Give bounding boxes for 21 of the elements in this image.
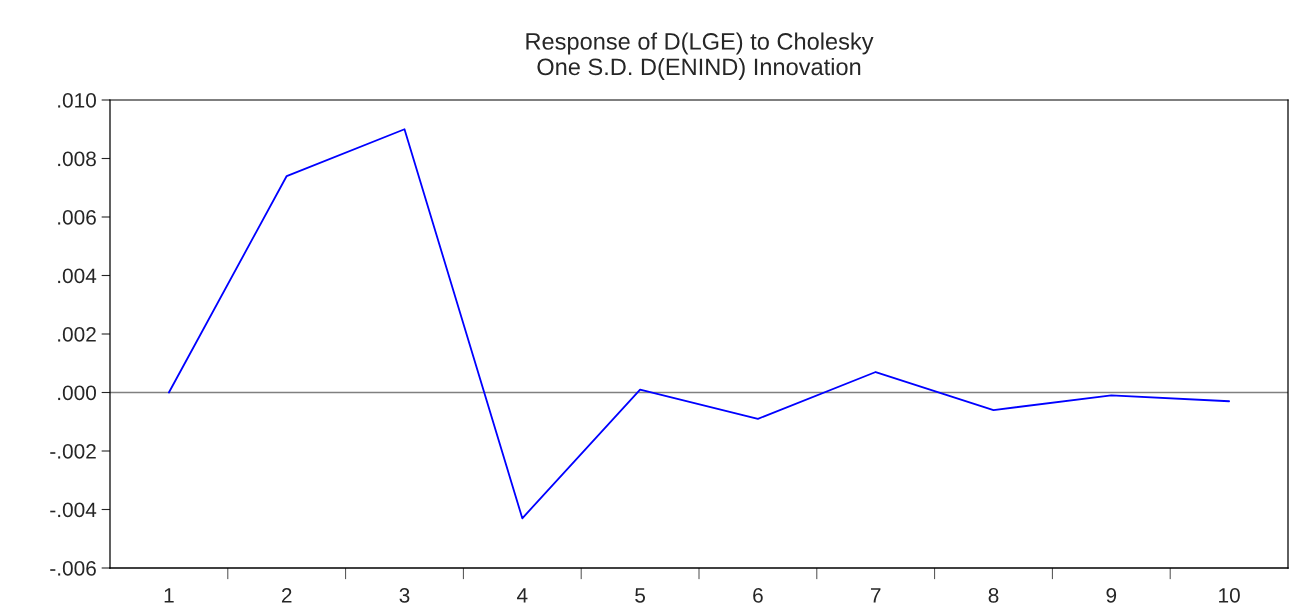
y-tick-label: .000 bbox=[58, 385, 96, 401]
y-tick-label: -.006 bbox=[50, 561, 96, 576]
x-tick-label: 9 bbox=[1106, 587, 1117, 603]
y-tick-label: .010 bbox=[58, 93, 96, 108]
y-tick-label: -.002 bbox=[50, 444, 96, 459]
y-tick-label: .006 bbox=[58, 210, 96, 225]
x-tick-label: 3 bbox=[399, 587, 410, 603]
x-tick-label: 5 bbox=[635, 588, 646, 603]
x-tick-label: 7 bbox=[870, 588, 881, 603]
y-tick-label: .002 bbox=[58, 327, 96, 342]
x-tick-label: 6 bbox=[753, 587, 763, 603]
x-tick-label: 10 bbox=[1219, 587, 1240, 603]
y-tick-label: .004 bbox=[58, 268, 97, 284]
x-tick-label: 8 bbox=[988, 587, 999, 603]
x-tick-label: 2 bbox=[281, 587, 292, 603]
chart-title: Response of D(LGE) to Cholesky One S.D. D(ENIND) Innovation bbox=[526, 32, 874, 80]
line-series bbox=[167, 128, 1231, 520]
x-tick-label: 4 bbox=[516, 588, 528, 603]
x-tick-label: 1 bbox=[164, 588, 174, 603]
y-tick-label: -.004 bbox=[50, 502, 97, 518]
y-tick-label: .008 bbox=[58, 151, 96, 167]
